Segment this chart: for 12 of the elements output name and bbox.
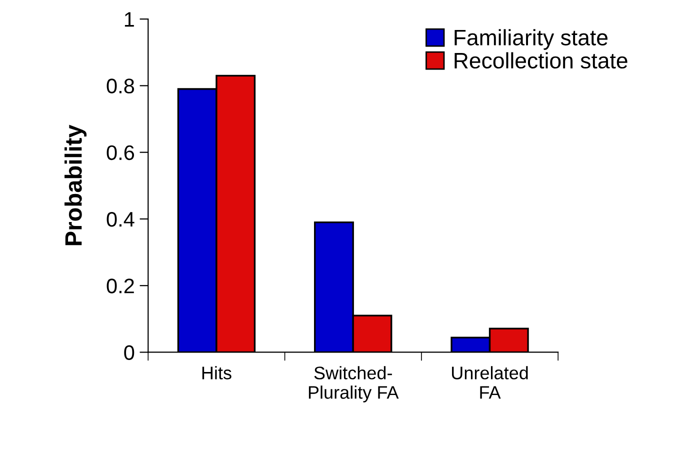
y-tick-label: 1 bbox=[124, 12, 134, 27]
y-tick-label: 0.6 bbox=[106, 145, 134, 160]
y-tick-label: 0 bbox=[124, 345, 134, 360]
y-tick-label: 0.4 bbox=[106, 212, 134, 227]
y-tick-label: 0.8 bbox=[106, 78, 134, 94]
y-axis-title: Probability bbox=[64, 124, 87, 246]
x-tick-label: Switched- Plurality FA bbox=[308, 366, 399, 402]
legend-label: Recollection state bbox=[454, 52, 628, 69]
legend-label: Familiarity state bbox=[454, 29, 608, 50]
y-tick-label: 0.2 bbox=[106, 278, 134, 294]
x-tick-label: Hits bbox=[202, 366, 232, 380]
x-tick-label: Unrelated FA bbox=[452, 366, 528, 399]
